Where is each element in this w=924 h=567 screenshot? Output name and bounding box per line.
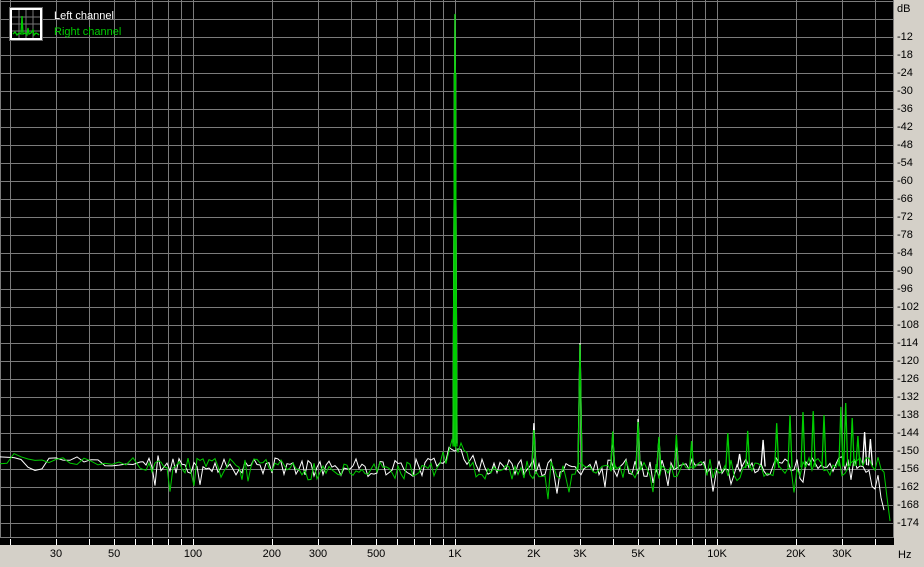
x-tick-label: 200 xyxy=(262,548,282,560)
y-tick-label: -168 xyxy=(897,499,920,511)
y-tick-label: -24 xyxy=(897,67,913,79)
y-tick-label: -150 xyxy=(897,445,920,457)
y-tick-label: -144 xyxy=(897,427,920,439)
y-tick-label: -138 xyxy=(897,409,920,421)
legend: Left channel Right channel xyxy=(9,7,122,41)
y-tick-label: -72 xyxy=(897,211,913,223)
y-tick-label: -96 xyxy=(897,283,913,295)
y-tick-label: -42 xyxy=(897,121,913,133)
y-tick-label: -126 xyxy=(897,373,920,385)
y-tick-label: -30 xyxy=(897,85,913,97)
y-axis-unit-label: dB xyxy=(897,3,911,15)
y-tick-label: -78 xyxy=(897,229,913,241)
y-tick-label: -156 xyxy=(897,463,920,475)
x-axis: 30 50 100 200 300 500 1K 2K 3K 5K 10K 20K 30K xyxy=(0,545,894,567)
x-tick-label: 30K xyxy=(832,548,852,560)
y-tick-label: -102 xyxy=(897,301,920,313)
series-right-channel xyxy=(0,438,891,521)
x-tick-label: 100 xyxy=(183,548,203,560)
y-tick-label: -132 xyxy=(897,391,920,403)
y-tick-label: -162 xyxy=(897,481,920,493)
peaks-right-channel xyxy=(452,13,861,471)
y-tick-label: -90 xyxy=(897,265,913,277)
y-tick-label: -36 xyxy=(897,103,913,115)
legend-right-channel: Right channel xyxy=(54,26,122,38)
y-tick-label: -108 xyxy=(897,319,920,331)
x-tick-label: 2K xyxy=(527,548,541,560)
y-tick-label: -174 xyxy=(897,517,920,529)
y-tick-label: -84 xyxy=(897,247,913,259)
y-tick-label: -114 xyxy=(897,337,919,349)
y-tick-label: -60 xyxy=(897,175,913,187)
x-tick-label: 20K xyxy=(786,548,806,560)
legend-left-channel: Left channel xyxy=(54,10,114,22)
y-tick-label: -66 xyxy=(897,193,913,205)
x-tick-label: 30 xyxy=(49,548,63,560)
x-tick-label: 10K xyxy=(707,548,727,560)
x-tick-label: 50 xyxy=(108,548,121,560)
x-tick-label: 300 xyxy=(308,548,328,560)
y-tick-label: -120 xyxy=(897,355,920,367)
y-axis: dB Hz -12 -18 -24 -30 -36 -42 -48 -54 -60 -66 -72 -… xyxy=(894,0,924,567)
y-tick-label: -12 xyxy=(897,31,913,43)
x-tick-label: 500 xyxy=(366,548,386,560)
spectrum-thumbnail-icon xyxy=(9,7,43,41)
x-tick-label: 3K xyxy=(573,548,587,560)
x-tick-label: 5K xyxy=(631,548,645,560)
y-tick-label: -48 xyxy=(897,139,913,151)
grid-lines xyxy=(0,0,894,538)
y-tick-label: -18 xyxy=(897,49,913,61)
fft-spectrum-plot xyxy=(0,0,894,545)
x-tick-label: 1K xyxy=(448,548,462,560)
x-axis-unit-label: Hz xyxy=(898,549,912,561)
x-axis-tick-marks xyxy=(10,539,876,545)
peaks-left-channel xyxy=(452,14,874,468)
y-tick-label: -54 xyxy=(897,157,913,169)
